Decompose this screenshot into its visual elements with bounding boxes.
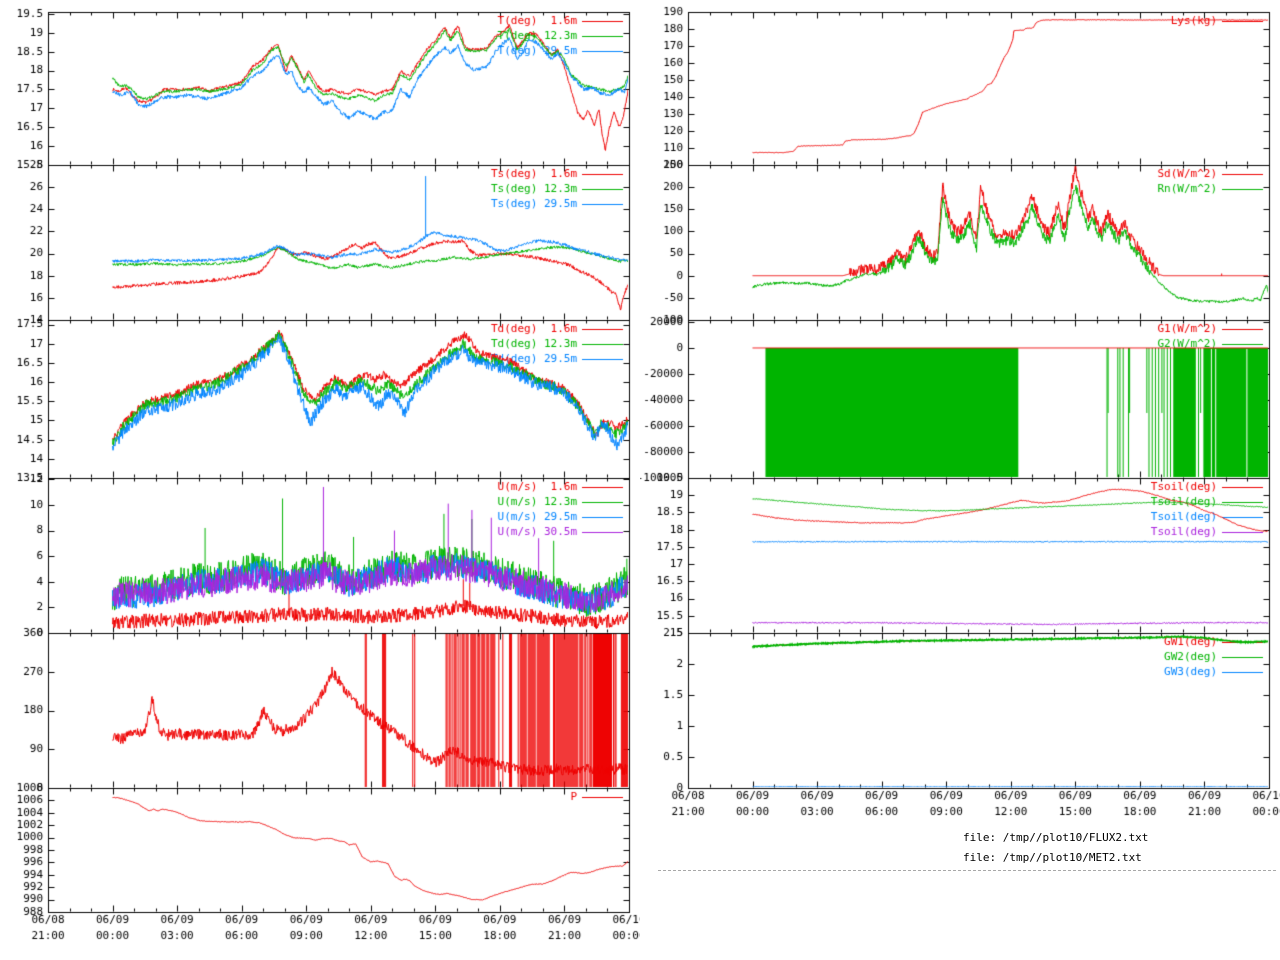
- left-column-charts-canvas: [0, 0, 640, 960]
- page-separator-dashed-line: [658, 870, 1276, 871]
- file-annotation-met2: file: /tmp//plot10/MET2.txt: [963, 851, 1142, 864]
- right-column-charts-canvas: [640, 0, 1280, 960]
- file-annotation-flux2: file: /tmp//plot10/FLUX2.txt: [963, 831, 1149, 844]
